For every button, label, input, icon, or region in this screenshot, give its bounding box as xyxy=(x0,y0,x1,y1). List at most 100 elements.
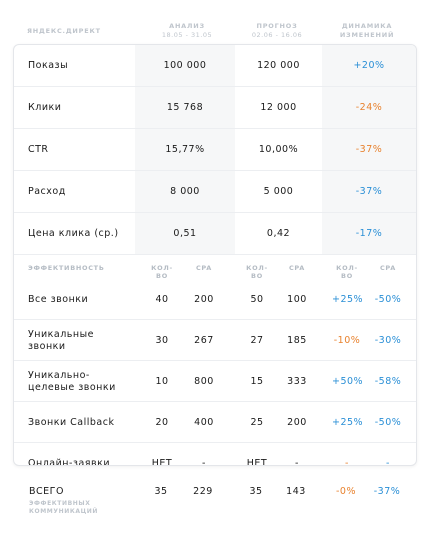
analysis-title: АНАЛИЗ xyxy=(169,22,205,30)
call-label: Уникально-целевые звонки xyxy=(28,370,116,394)
call-row: Уникальные звонки 30 267 27 185 -10% -30% xyxy=(14,320,416,361)
call-dynamics-cpa: -50% xyxy=(374,416,402,428)
total-dynamics-count: -0% xyxy=(336,486,356,497)
metric-label: Клики xyxy=(28,102,62,113)
analysis-dates: 18.05 - 31.05 xyxy=(161,31,213,39)
total-sublabel-line1: ЭФФЕКТИВНЫХ xyxy=(29,500,91,507)
call-dynamics-cpa: -58% xyxy=(374,375,402,387)
call-analysis-cpa: 267 xyxy=(194,334,214,346)
call-row: Звонки Callback 20 400 25 200 +25% -50% xyxy=(14,402,416,443)
total-forecast-count: 35 xyxy=(249,486,263,497)
call-dynamics-cpa: - xyxy=(386,457,390,466)
call-forecast-cpa: 100 xyxy=(287,293,307,305)
call-label: Звонки Callback xyxy=(28,417,114,429)
total-forecast-cpa: 143 xyxy=(286,486,306,497)
brand-label: ЯНДЕКС.ДИРЕКТ xyxy=(27,27,101,35)
dynamics-title-line2: ИЗМЕНЕНИЙ xyxy=(339,31,395,39)
col-count-dynamics: КОЛ-ВО xyxy=(336,264,358,280)
call-analysis-cpa: 400 xyxy=(194,416,214,428)
metric-row: CTR 15,77% 10,00% -37% xyxy=(14,129,416,171)
metric-forecast-value: 10,00% xyxy=(258,144,299,155)
call-analysis-count: 20 xyxy=(155,416,169,428)
call-forecast-cpa: 185 xyxy=(287,334,307,346)
call-forecast-count: НЕТ xyxy=(246,457,268,466)
forecast-title: ПРОГНОЗ xyxy=(256,22,298,30)
call-row: Онлайн-заявки НЕТ - НЕТ - - - xyxy=(14,443,416,466)
call-dynamics-count: - xyxy=(345,457,349,466)
call-label: Онлайн-заявки xyxy=(28,457,110,466)
metric-row: Клики 15 768 12 000 -24% xyxy=(14,87,416,129)
call-label-line: Уникальные xyxy=(28,328,94,340)
call-forecast-count: 27 xyxy=(250,334,264,346)
call-dynamics-cpa: -30% xyxy=(374,334,402,346)
call-analysis-count: 40 xyxy=(155,293,169,305)
col-count-analysis: КОЛ-ВО xyxy=(151,264,173,280)
metric-change-value: +20% xyxy=(353,60,385,71)
metric-analysis-value: 15 768 xyxy=(166,102,204,113)
metric-forecast-value: 12 000 xyxy=(260,102,297,113)
call-forecast-count: 15 xyxy=(250,375,264,387)
total-analysis-count: 35 xyxy=(154,486,168,497)
call-dynamics-count: +25% xyxy=(332,293,364,305)
metric-analysis-value: 8 000 xyxy=(170,186,200,197)
call-analysis-count: 10 xyxy=(155,375,169,387)
call-dynamics-count: +50% xyxy=(332,375,364,387)
call-forecast-count: 25 xyxy=(250,416,264,428)
call-forecast-cpa: 200 xyxy=(287,416,307,428)
metric-row: Цена клика (ср.) 0,51 0,42 -17% xyxy=(14,213,416,255)
call-forecast-count: 50 xyxy=(250,293,264,305)
call-forecast-cpa: 333 xyxy=(287,375,307,387)
metric-change-value: -37% xyxy=(355,186,383,197)
efficiency-title: ЭФФЕКТИВНОСТЬ xyxy=(28,264,105,272)
call-forecast-cpa: - xyxy=(295,457,299,466)
call-label-line: звонки xyxy=(28,340,66,352)
metric-row: Расход 8 000 5 000 -37% xyxy=(14,171,416,213)
forecast-header: ПРОГНОЗ 02.06 - 16.06 xyxy=(240,22,314,40)
analysis-header: АНАЛИЗ 18.05 - 31.05 xyxy=(150,22,224,40)
col-cpa-analysis: CPA xyxy=(195,264,213,272)
metric-change-value: -17% xyxy=(355,228,383,239)
dynamics-title-line1: ДИНАМИКА xyxy=(341,22,393,30)
call-label-line: Все звонки xyxy=(28,293,89,305)
forecast-dates: 02.06 - 16.06 xyxy=(251,31,303,39)
col-count-forecast: КОЛ-ВО xyxy=(246,264,268,280)
metric-label: CTR xyxy=(28,144,49,155)
total-sublabel: ЭФФЕКТИВНЫХ КОММУНИКАЦИЙ xyxy=(29,500,98,516)
col-cpa-dynamics: CPA xyxy=(379,264,397,272)
call-row: Уникально-целевые звонки 10 800 15 333 +50% -5… xyxy=(14,361,416,402)
col-cpa-forecast: CPA xyxy=(288,264,306,272)
call-dynamics-count: +25% xyxy=(332,416,364,428)
call-analysis-cpa: 200 xyxy=(194,293,214,305)
call-analysis-count: 30 xyxy=(155,334,169,346)
call-analysis-count: НЕТ xyxy=(151,457,173,466)
analysis-column-shade xyxy=(135,45,235,255)
metric-label: Расход xyxy=(28,186,66,197)
total-dynamics-cpa: -37% xyxy=(373,486,401,497)
total-analysis-cpa: 229 xyxy=(193,486,213,497)
metric-forecast-value: 5 000 xyxy=(263,186,294,197)
call-dynamics-cpa: -50% xyxy=(374,293,402,305)
call-analysis-cpa: - xyxy=(202,457,206,466)
call-label: Все звонки xyxy=(28,294,88,306)
total-sublabel-line2: КОММУНИКАЦИЙ xyxy=(29,508,98,515)
report-card: Показы 100 000 120 000 +20% Клики 15 768 12 00… xyxy=(13,44,417,466)
metric-analysis-value: 100 000 xyxy=(163,60,207,71)
metric-analysis-value: 15,77% xyxy=(165,144,205,155)
call-label-line: Звонки Callback xyxy=(28,416,115,428)
call-row: Все звонки 40 200 50 100 +25% -50% xyxy=(14,279,416,320)
efficiency-subheader: ЭФФЕКТИВНОСТЬ КОЛ-ВО CPA КОЛ-ВО CPA КОЛ-ВО CPA xyxy=(14,255,416,280)
metric-label: Показы xyxy=(28,60,69,71)
call-analysis-cpa: 800 xyxy=(194,375,214,387)
metric-forecast-value: 0,42 xyxy=(266,228,291,239)
total-label: ВСЕГО xyxy=(29,486,64,497)
call-label-line: целевые звонки xyxy=(28,381,116,393)
metric-row: Показы 100 000 120 000 +20% xyxy=(14,45,416,87)
call-label: Уникальные звонки xyxy=(28,329,94,353)
dynamics-column-shade xyxy=(322,45,416,255)
metric-change-value: -37% xyxy=(355,144,383,155)
metric-forecast-value: 120 000 xyxy=(257,60,300,71)
dynamics-header: ДИНАМИКА ИЗМЕНЕНИЙ xyxy=(330,22,404,40)
metric-label: Цена клика (ср.) xyxy=(28,228,119,239)
metric-change-value: -24% xyxy=(355,102,383,113)
call-label-line: Онлайн-заявки xyxy=(28,457,110,466)
